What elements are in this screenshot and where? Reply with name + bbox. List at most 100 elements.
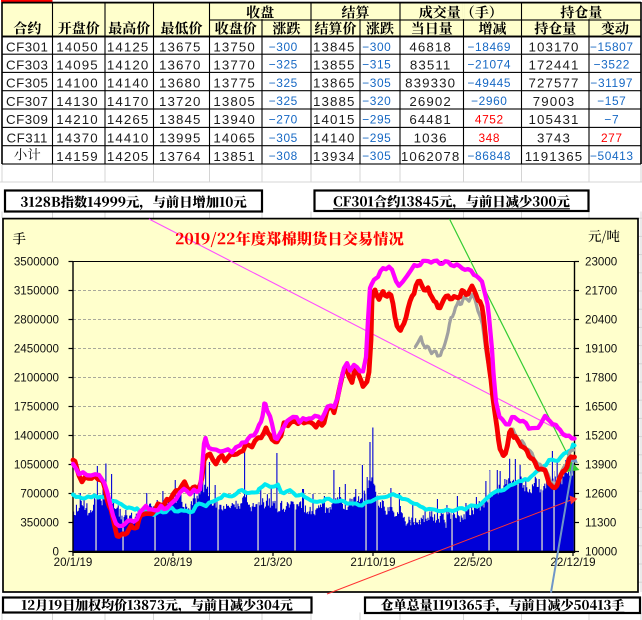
- svg-text:−320: −320: [362, 94, 391, 108]
- svg-text:79003: 79003: [533, 94, 575, 109]
- svg-text:13805: 13805: [213, 94, 255, 109]
- svg-text:14130: 14130: [56, 94, 98, 109]
- svg-text:−305: −305: [362, 76, 391, 90]
- svg-text:13995: 13995: [159, 131, 201, 146]
- svg-text:172441: 172441: [529, 57, 580, 72]
- svg-text:−18469: −18469: [467, 40, 511, 54]
- svg-text:21/10/19: 21/10/19: [350, 556, 395, 569]
- svg-text:1050000: 1050000: [14, 459, 59, 472]
- svg-text:26902: 26902: [409, 94, 451, 109]
- svg-text:13845: 13845: [313, 40, 355, 55]
- svg-text:−3522: −3522: [594, 58, 630, 72]
- svg-text:105431: 105431: [529, 112, 580, 127]
- svg-text:11300: 11300: [585, 517, 616, 530]
- svg-text:1036: 1036: [414, 131, 448, 146]
- svg-text:−325: −325: [269, 58, 298, 72]
- svg-text:13675: 13675: [159, 40, 201, 55]
- svg-text:23000: 23000: [585, 256, 617, 269]
- svg-text:−15807: −15807: [590, 40, 634, 54]
- svg-text:−305: −305: [362, 149, 391, 163]
- svg-text:14120: 14120: [107, 57, 149, 72]
- svg-text:103170: 103170: [529, 40, 580, 55]
- svg-text:2100000: 2100000: [14, 372, 59, 385]
- svg-text:14100: 14100: [56, 76, 98, 91]
- svg-text:13680: 13680: [159, 76, 201, 91]
- svg-text:13720: 13720: [159, 94, 201, 109]
- svg-text:−300: −300: [362, 40, 391, 54]
- svg-text:14125: 14125: [107, 40, 149, 55]
- svg-text:20400: 20400: [585, 314, 617, 327]
- svg-text:1062078: 1062078: [401, 149, 460, 164]
- svg-text:348: 348: [478, 131, 500, 145]
- svg-text:727577: 727577: [529, 76, 580, 91]
- svg-text:−86848: −86848: [467, 149, 511, 163]
- svg-text:13934: 13934: [313, 149, 355, 164]
- svg-text:−325: −325: [269, 76, 298, 90]
- svg-text:−295: −295: [362, 131, 391, 145]
- svg-text:277: 277: [601, 131, 623, 145]
- svg-text:3150000: 3150000: [14, 285, 59, 298]
- svg-text:14210: 14210: [56, 112, 98, 127]
- svg-text:−325: −325: [269, 94, 298, 108]
- svg-text:CF309: CF309: [6, 112, 48, 127]
- svg-text:14205: 14205: [107, 149, 149, 164]
- svg-text:−295: −295: [362, 112, 391, 126]
- svg-text:13885: 13885: [313, 94, 355, 109]
- svg-text:13750: 13750: [213, 40, 255, 55]
- svg-text:15200: 15200: [585, 430, 617, 443]
- svg-text:14015: 14015: [313, 112, 355, 127]
- svg-text:700000: 700000: [20, 488, 59, 501]
- svg-text:14170: 14170: [107, 94, 149, 109]
- svg-text:−21074: −21074: [467, 58, 511, 72]
- svg-text:−157: −157: [597, 94, 626, 108]
- svg-text:13855: 13855: [313, 57, 355, 72]
- svg-text:21/3/20: 21/3/20: [254, 556, 293, 569]
- svg-text:CF311: CF311: [6, 131, 47, 146]
- svg-text:46818: 46818: [409, 40, 451, 55]
- svg-text:14140: 14140: [313, 131, 355, 146]
- svg-text:2450000: 2450000: [14, 343, 59, 356]
- svg-text:1191365: 1191365: [525, 149, 583, 164]
- svg-text:12600: 12600: [585, 488, 617, 501]
- svg-text:13900: 13900: [585, 459, 617, 472]
- svg-text:14159: 14159: [56, 149, 98, 164]
- svg-text:16500: 16500: [585, 401, 617, 414]
- svg-text:−50413: −50413: [590, 149, 634, 163]
- svg-text:14140: 14140: [107, 76, 149, 91]
- svg-text:13851: 13851: [213, 149, 255, 164]
- svg-text:−308: −308: [269, 149, 298, 163]
- svg-text:13865: 13865: [313, 76, 355, 91]
- svg-text:64481: 64481: [409, 112, 451, 127]
- svg-text:13940: 13940: [213, 112, 255, 127]
- svg-text:−7: −7: [604, 112, 619, 126]
- svg-text:13770: 13770: [213, 57, 255, 72]
- svg-text:0: 0: [53, 546, 59, 559]
- svg-text:−49445: −49445: [467, 76, 511, 90]
- svg-text:−270: −270: [269, 112, 298, 126]
- svg-text:1400000: 1400000: [14, 430, 59, 443]
- svg-text:13670: 13670: [159, 57, 201, 72]
- svg-text:CF307: CF307: [6, 94, 48, 109]
- svg-text:CF303: CF303: [6, 57, 48, 72]
- svg-text:1750000: 1750000: [14, 401, 59, 414]
- svg-text:20/8/19: 20/8/19: [154, 556, 193, 569]
- svg-text:21700: 21700: [585, 285, 617, 298]
- svg-text:14065: 14065: [213, 131, 255, 146]
- svg-text:10000: 10000: [585, 546, 617, 559]
- svg-text:CF301: CF301: [6, 40, 48, 55]
- svg-text:−2960: −2960: [471, 94, 507, 108]
- svg-text:3743: 3743: [537, 131, 571, 146]
- svg-text:13764: 13764: [159, 149, 201, 164]
- svg-text:14410: 14410: [107, 131, 149, 146]
- svg-text:350000: 350000: [20, 517, 59, 530]
- svg-text:14265: 14265: [107, 112, 149, 127]
- svg-text:22/5/20: 22/5/20: [454, 556, 493, 569]
- svg-text:13845: 13845: [159, 112, 201, 127]
- svg-text:839330: 839330: [405, 76, 456, 91]
- svg-text:14370: 14370: [56, 131, 98, 146]
- svg-text:13775: 13775: [213, 76, 255, 91]
- svg-text:20/1/19: 20/1/19: [54, 556, 93, 569]
- svg-text:83511: 83511: [410, 57, 452, 72]
- svg-text:4752: 4752: [475, 112, 504, 126]
- svg-text:−31197: −31197: [590, 76, 633, 90]
